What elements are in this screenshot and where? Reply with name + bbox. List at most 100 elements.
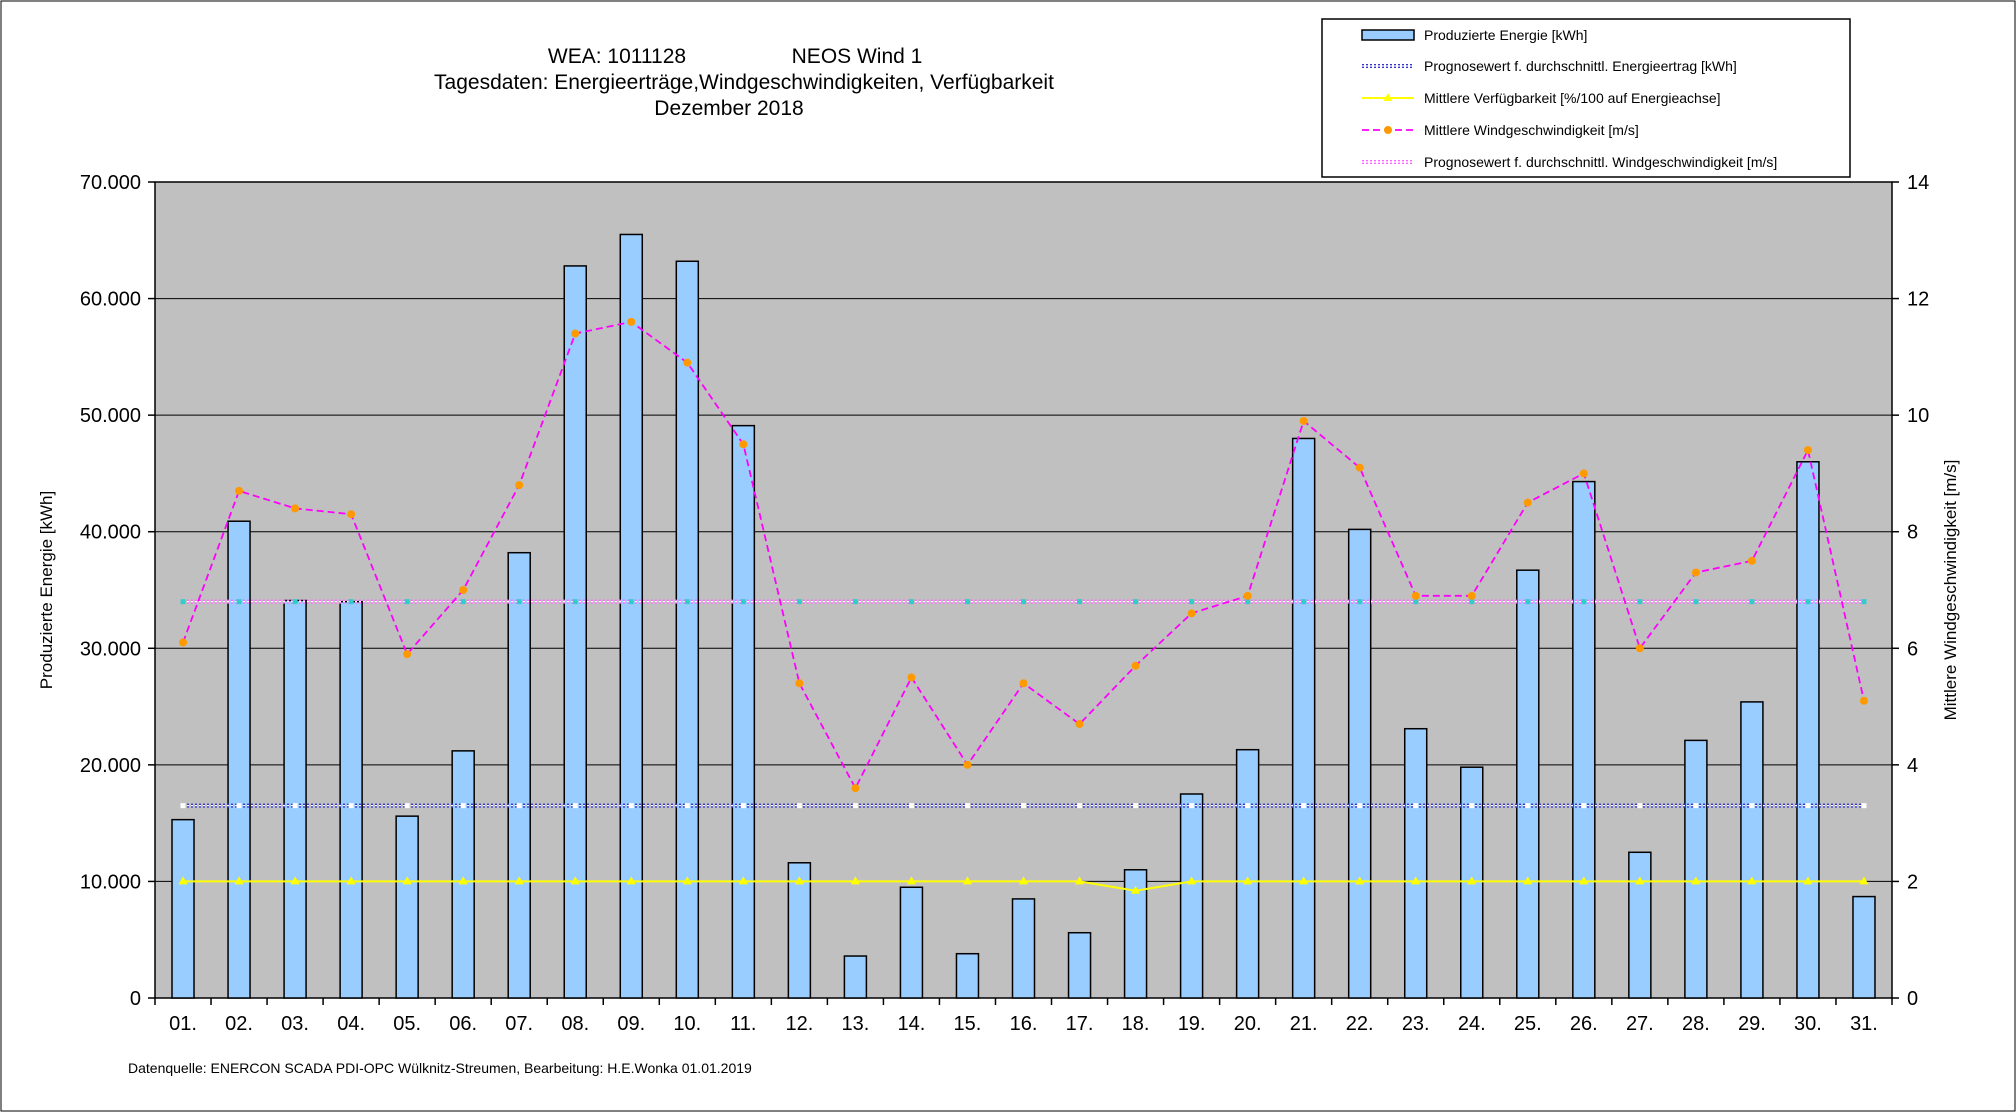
availability-point [738, 876, 748, 885]
wind-forecast-line-point [1245, 599, 1251, 605]
availability-point [1859, 876, 1869, 885]
y2-tick-label: 10 [1907, 405, 1929, 427]
chart-month: Dezember 2018 [654, 97, 803, 120]
y-tick-label: 20.000 [80, 755, 141, 777]
x-tick-label: 16. [1010, 1013, 1038, 1035]
y-tick-label: 50.000 [80, 405, 141, 427]
legend-label: Mittlere Verfügbarkeit [%/100 auf Energi… [1424, 90, 1721, 106]
energy-forecast-line-point [908, 803, 914, 809]
energy-bar [1684, 739, 1708, 999]
wind-forecast-line-point [740, 599, 746, 605]
wind-forecast-line-point [1749, 599, 1755, 605]
wind-speed-point [1523, 498, 1532, 507]
wind-forecast-line-point [460, 599, 466, 605]
x-tick-label: 28. [1682, 1013, 1710, 1035]
wind-speed-point [1243, 591, 1252, 600]
energy-bar [283, 599, 307, 999]
wind-speed-point [1187, 609, 1196, 618]
y2-axis-title: Mittlere Windgeschwindigkeit [m/s] [1941, 460, 1960, 721]
wind-forecast-line-point [1133, 599, 1139, 605]
wind-speed-point [403, 650, 412, 659]
energy-forecast-line-point [404, 803, 410, 809]
wind-speed-point [907, 673, 916, 682]
wind-forecast-line-point [1189, 599, 1195, 605]
energy-forecast-line-point [180, 803, 186, 809]
y-tick-label: 40.000 [80, 522, 141, 544]
x-tick-label: 09. [617, 1013, 645, 1035]
availability-point [234, 876, 244, 885]
energy-forecast-line-point [292, 803, 298, 809]
availability-point [1075, 876, 1085, 885]
availability-point [962, 876, 972, 885]
axes: 0 10.000 20.000 30.000 40.000 50.000 60.000 70.… [80, 172, 1929, 1035]
wind-forecast-line-point [1021, 599, 1026, 605]
energy-forecast-line-point [1861, 803, 1867, 809]
legend: Produzierte Energie [kWh] Prognosewert f.… [1321, 18, 1851, 178]
availability-point [1803, 876, 1813, 885]
energy-forecast-line-point [1637, 803, 1643, 809]
availability-point [794, 876, 804, 885]
chart-subtitle: Tagesdaten: Energieerträge,Windgeschwind… [434, 71, 1054, 94]
energy-bar [339, 600, 363, 999]
legend-label: Prognosewert f. durchschnittl. Energieer… [1424, 58, 1737, 74]
availability-point [458, 876, 468, 885]
wind-speed-point [1859, 696, 1868, 705]
energy-forecast-line-point [516, 803, 522, 809]
energy-bar [1852, 895, 1876, 999]
x-tick-label: 31. [1850, 1013, 1878, 1035]
wind-speed-point [1579, 469, 1588, 478]
energy-bar [675, 260, 700, 999]
energy-forecast-line-point [572, 803, 578, 809]
y2-tick-label: 6 [1907, 638, 1918, 660]
x-tick-label: 22. [1346, 1013, 1374, 1035]
energy-forecast-line-point [460, 803, 466, 809]
x-tick-label: 23. [1402, 1013, 1430, 1035]
energy-forecast-line-point [796, 803, 802, 809]
y-axis-title: Produzierte Energie [kWh] [37, 491, 56, 689]
y2-tick-label: 0 [1907, 988, 1918, 1010]
legend-label: Prognosewert f. durchschnittl. Windgesch… [1424, 154, 1777, 170]
energy-bar [1516, 569, 1540, 999]
wind-speed-point [851, 784, 860, 793]
wind-forecast-line-point [1469, 599, 1475, 605]
availability-point [1579, 876, 1589, 885]
wind-forecast-line-point [1581, 599, 1587, 605]
wind-forecast-line-point [180, 599, 186, 605]
x-tick-label: 10. [673, 1013, 701, 1035]
wind-forecast-line-point [348, 599, 354, 605]
legend-marker-wind [1384, 126, 1392, 134]
energy-forecast-line-point [852, 803, 858, 809]
energy-forecast-line-point [1133, 803, 1139, 809]
wind-forecast-line-point [404, 599, 410, 605]
availability-point [626, 876, 636, 885]
wind-speed-point [515, 481, 524, 490]
energy-bar [1796, 461, 1820, 999]
x-tick-label: 07. [505, 1013, 533, 1035]
x-tick-label: 19. [1178, 1013, 1206, 1035]
availability-point [906, 876, 916, 885]
wind-speed-point [627, 317, 636, 326]
availability-point [178, 876, 188, 885]
series-lines [178, 317, 1869, 894]
wind-speed-point [571, 329, 580, 338]
y-tick-label: 10.000 [80, 871, 141, 893]
energy-bar [395, 815, 419, 999]
wind-speed-point [963, 760, 972, 769]
availability-point [1355, 876, 1365, 885]
energy-forecast-line-point [1413, 803, 1419, 809]
energy-bar [1628, 851, 1652, 999]
availability-point [1411, 876, 1421, 885]
legend-swatch-energy [1361, 29, 1415, 41]
availability-point [1523, 876, 1533, 885]
x-tick-label: 26. [1570, 1013, 1598, 1035]
wind-speed-point [1467, 591, 1476, 600]
y2-tick-label: 14 [1907, 172, 1929, 194]
x-tick-label: 18. [1122, 1013, 1150, 1035]
energy-bar [1011, 898, 1036, 999]
availability-point [1747, 876, 1757, 885]
wind-forecast-line-point [516, 599, 522, 605]
wind-forecast-line-point [1525, 599, 1531, 605]
